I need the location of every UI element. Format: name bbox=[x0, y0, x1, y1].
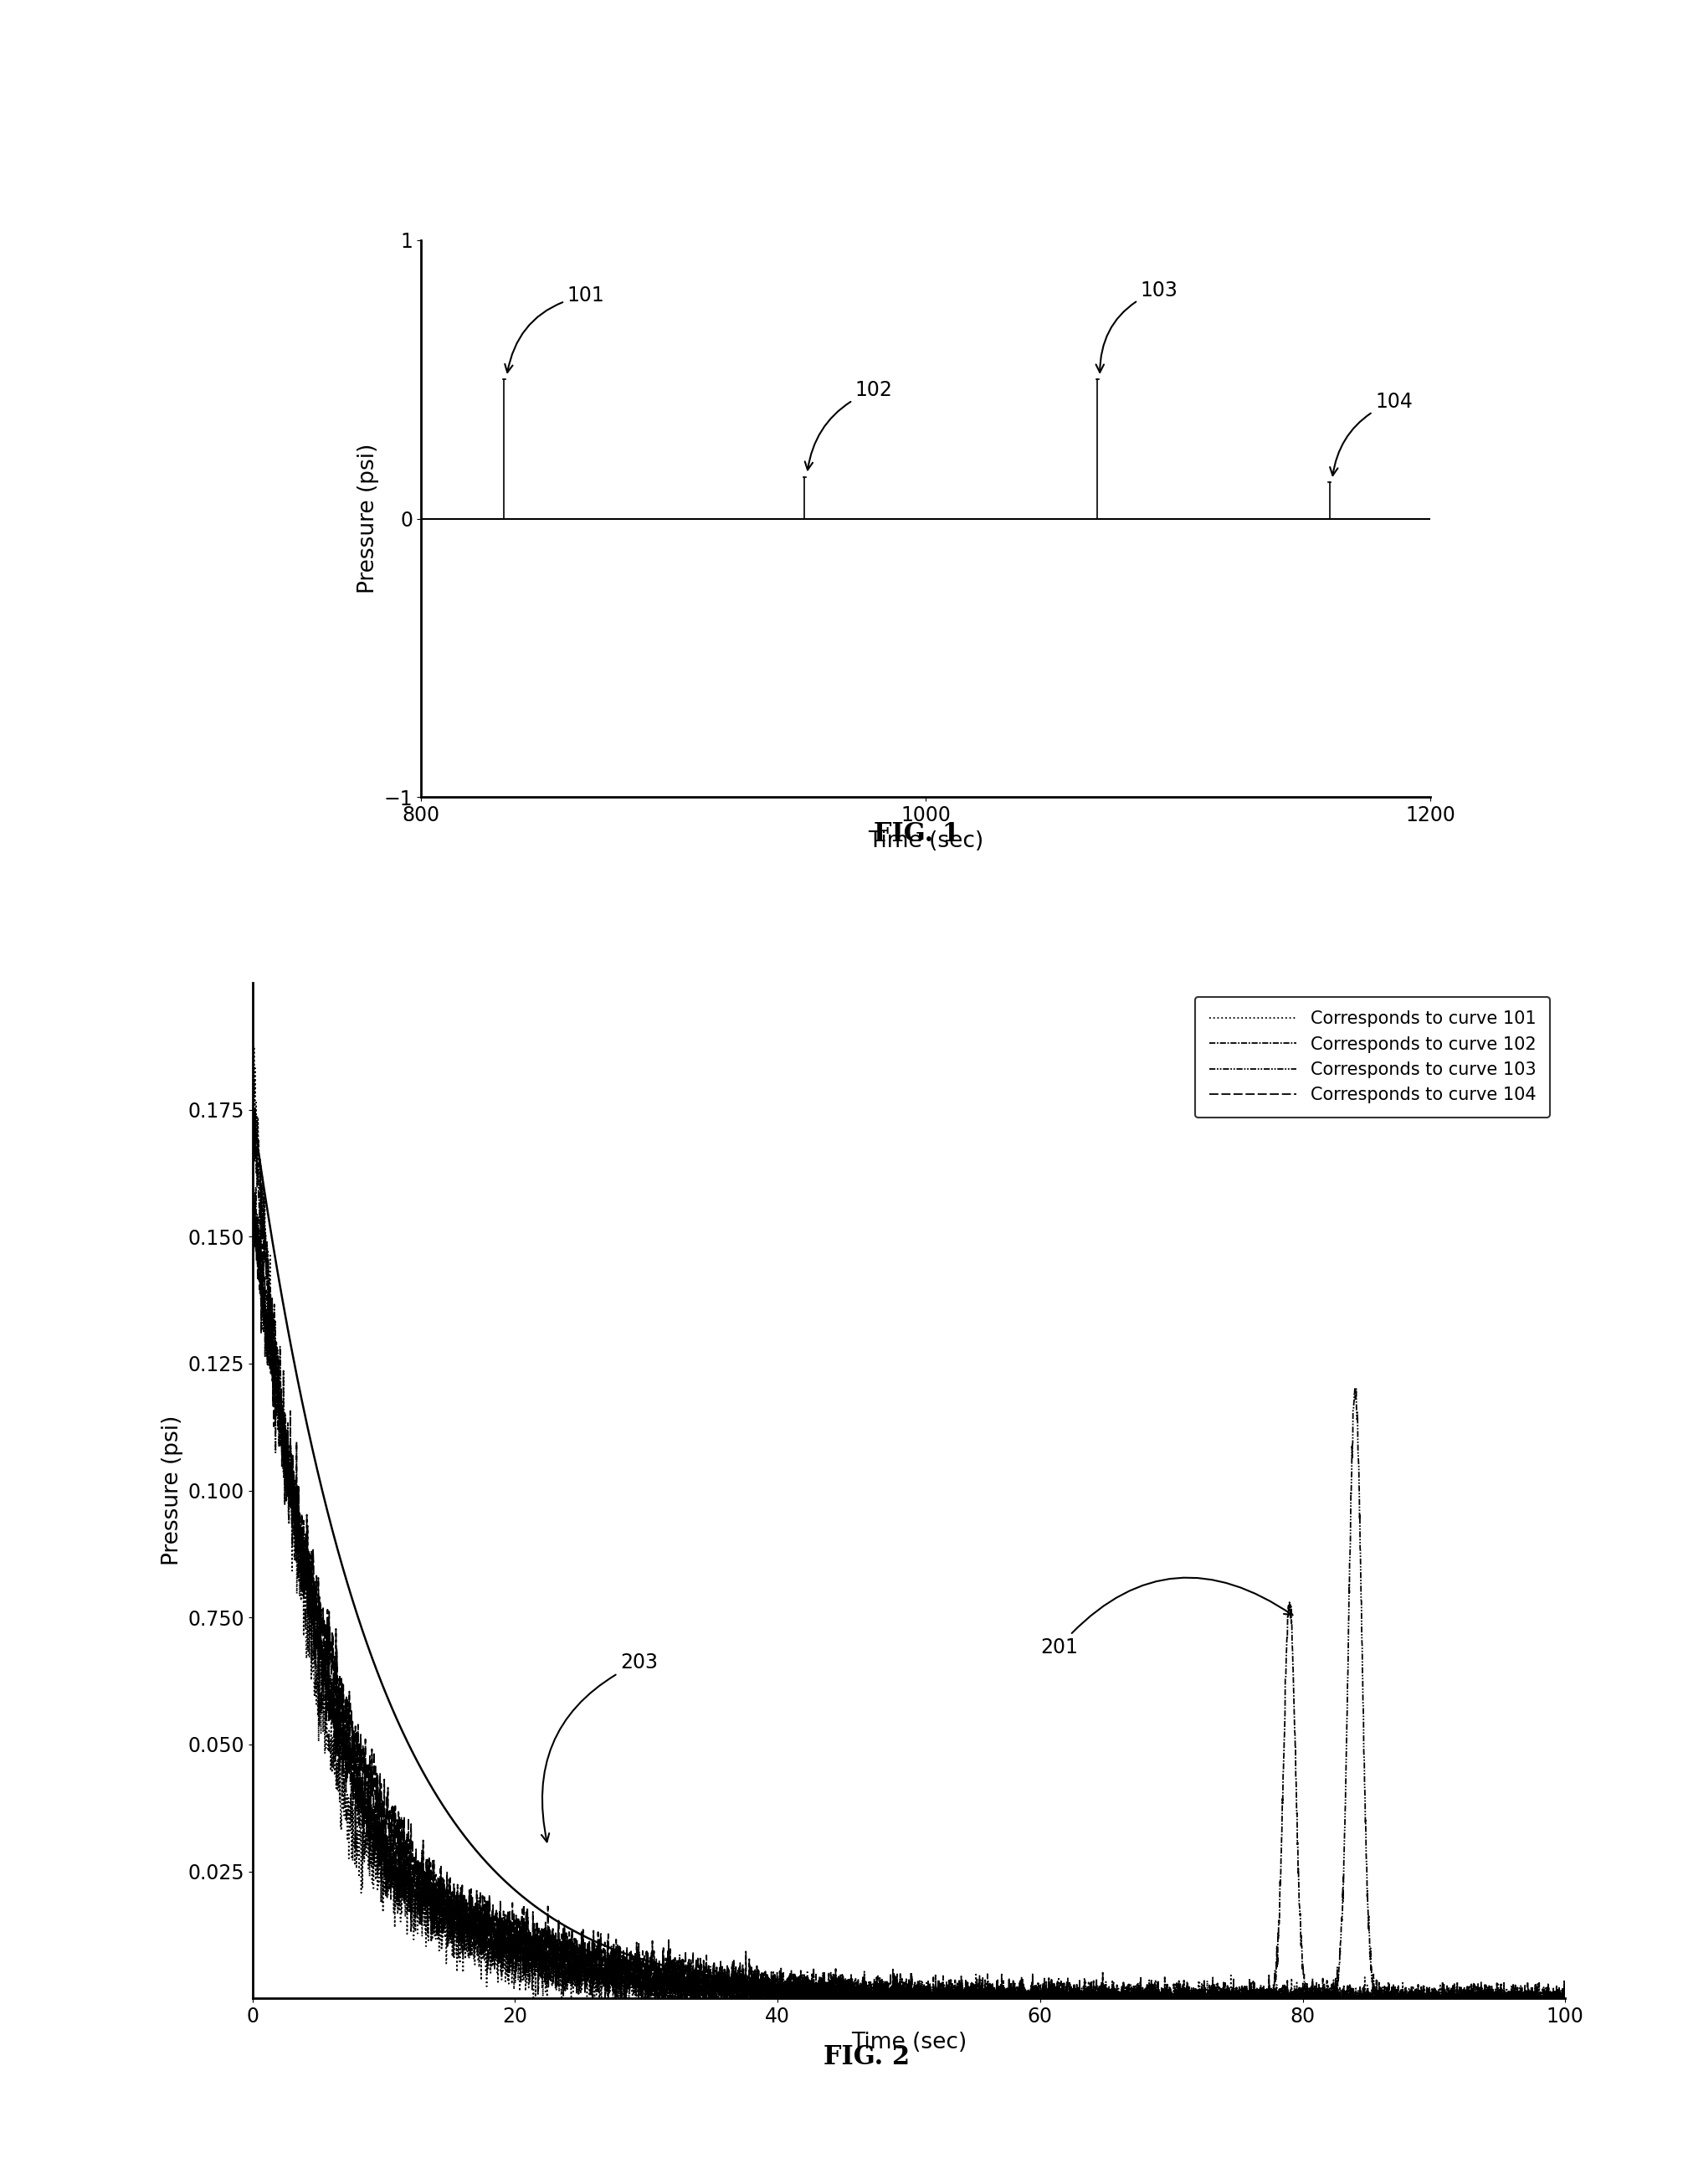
Corresponds to curve 102 bbox=[1030, 2007, 1050, 2033]
Corresponds to curve 104 bbox=[1222, 1983, 1242, 2009]
Text: 201: 201 bbox=[1040, 1577, 1293, 1658]
Corresponds to curve 104 bbox=[242, 1195, 263, 1221]
Corresponds to curve 101 bbox=[1030, 1983, 1050, 2009]
Corresponds to curve 104 bbox=[1030, 1979, 1050, 2005]
Corresponds to curve 104 bbox=[744, 1957, 764, 1983]
Corresponds to curve 101 bbox=[1222, 1985, 1242, 2011]
Text: 102: 102 bbox=[804, 380, 892, 470]
Text: 104: 104 bbox=[1330, 391, 1412, 476]
Line: Corresponds to curve 102: Corresponds to curve 102 bbox=[252, 1083, 1565, 2020]
Corresponds to curve 104 bbox=[1321, 1985, 1341, 2011]
Corresponds to curve 101 bbox=[1555, 1992, 1575, 2018]
Y-axis label: Pressure (psi): Pressure (psi) bbox=[162, 1415, 183, 1566]
Corresponds to curve 102 bbox=[481, 1920, 502, 1946]
Corresponds to curve 103 bbox=[481, 1913, 502, 1939]
Corresponds to curve 104 bbox=[1096, 1987, 1116, 2014]
Corresponds to curve 102 bbox=[242, 1092, 263, 1118]
Corresponds to curve 101 bbox=[242, 1018, 263, 1044]
Corresponds to curve 104 bbox=[1555, 1985, 1575, 2011]
Text: 203: 203 bbox=[542, 1653, 658, 1841]
Line: Corresponds to curve 101: Corresponds to curve 101 bbox=[252, 1031, 1565, 2022]
Corresponds to curve 103 bbox=[1555, 1983, 1575, 2009]
Corresponds to curve 102 bbox=[1097, 1990, 1118, 2016]
Text: FIG. 1: FIG. 1 bbox=[873, 821, 961, 847]
Line: Corresponds to curve 103: Corresponds to curve 103 bbox=[252, 1151, 1565, 2022]
Corresponds to curve 102 bbox=[744, 1979, 764, 2005]
Corresponds to curve 103 bbox=[1096, 1979, 1116, 2005]
Corresponds to curve 101 bbox=[1096, 1992, 1116, 2018]
Corresponds to curve 103 bbox=[744, 1979, 764, 2005]
Legend: Corresponds to curve 101, Corresponds to curve 102, Corresponds to curve 103, Co: Corresponds to curve 101, Corresponds to… bbox=[1195, 996, 1550, 1118]
Text: 101: 101 bbox=[505, 286, 604, 373]
Corresponds to curve 103 bbox=[1222, 1983, 1242, 2009]
Corresponds to curve 103 bbox=[794, 2009, 815, 2035]
X-axis label: Time (sec): Time (sec) bbox=[852, 2031, 966, 2053]
Text: FIG. 2: FIG. 2 bbox=[823, 2044, 911, 2070]
Corresponds to curve 102 bbox=[1030, 1972, 1050, 1998]
Corresponds to curve 101 bbox=[744, 1961, 764, 1987]
Corresponds to curve 104 bbox=[242, 1195, 263, 1221]
X-axis label: Time (sec): Time (sec) bbox=[868, 830, 983, 852]
Corresponds to curve 101 bbox=[840, 2009, 860, 2035]
Corresponds to curve 103 bbox=[1030, 1992, 1050, 2018]
Corresponds to curve 102 bbox=[1222, 1985, 1242, 2011]
Corresponds to curve 102 bbox=[1323, 1992, 1343, 2018]
Y-axis label: Pressure (psi): Pressure (psi) bbox=[357, 443, 379, 594]
Corresponds to curve 101 bbox=[481, 1909, 502, 1935]
Line: Corresponds to curve 104: Corresponds to curve 104 bbox=[252, 1208, 1565, 2020]
Corresponds to curve 103 bbox=[1321, 1987, 1341, 2014]
Corresponds to curve 104 bbox=[481, 1913, 502, 1939]
Corresponds to curve 102 bbox=[1555, 1972, 1575, 1998]
Corresponds to curve 101 bbox=[1321, 1983, 1341, 2009]
Corresponds to curve 103 bbox=[242, 1138, 263, 1164]
Corresponds to curve 102 bbox=[242, 1070, 263, 1096]
Corresponds to curve 104 bbox=[1532, 2007, 1552, 2033]
Text: 103: 103 bbox=[1096, 280, 1178, 373]
